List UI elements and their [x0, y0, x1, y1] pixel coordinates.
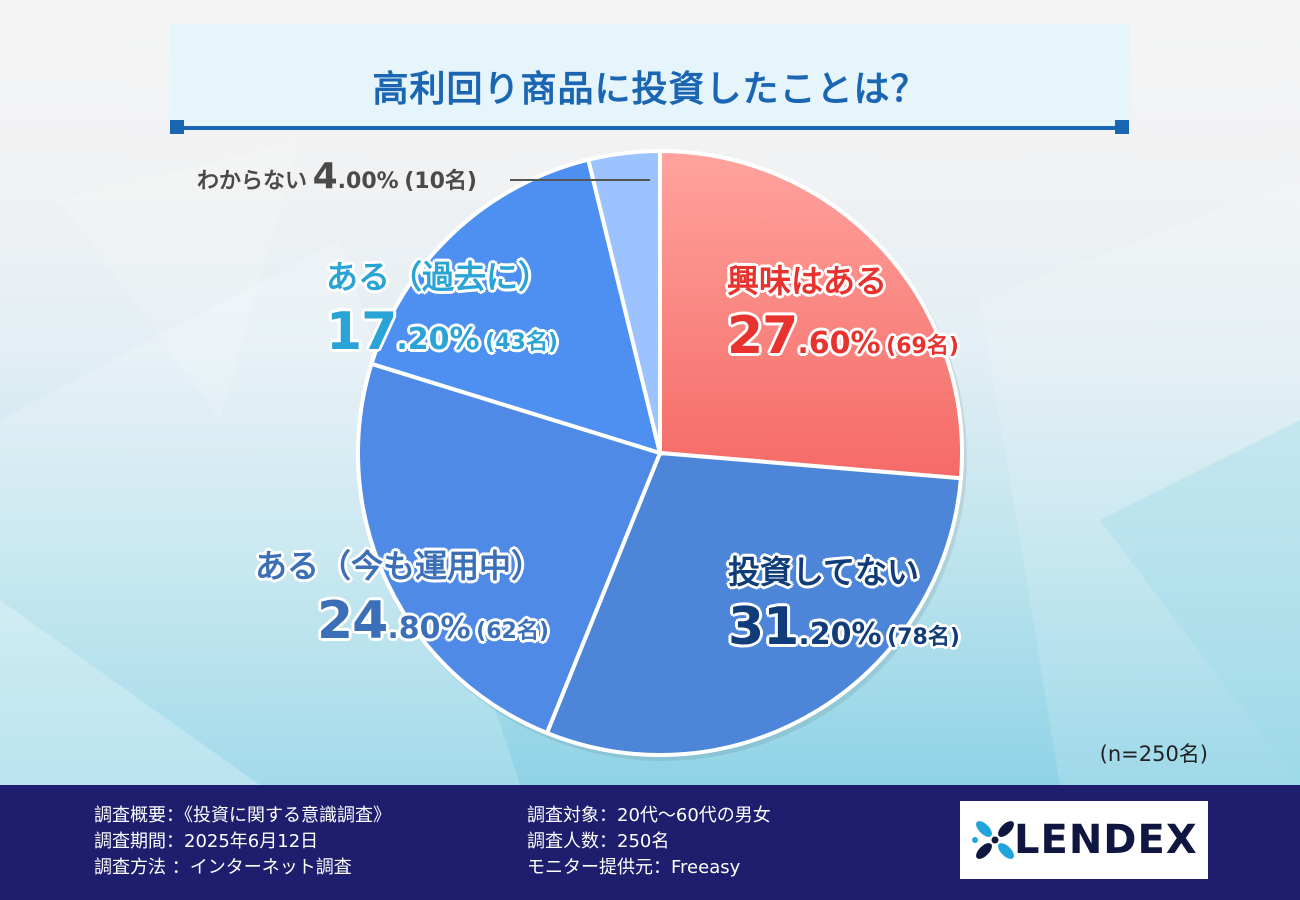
none-name: 投資してない [728, 553, 920, 591]
unknown-pct-int: 4 [312, 156, 338, 197]
none-count: (78名) [887, 625, 960, 650]
label-none: 投資してない 31.20% (78名) [728, 547, 960, 657]
slice-unknown [585, 148, 662, 454]
page-title: 高利回り商品に投資したことは？ [372, 69, 928, 110]
interest-count: (69名) [886, 334, 959, 359]
past-count: (43名) [485, 330, 558, 355]
survey-provider: モニター提供元：Freeasy [527, 857, 741, 878]
label-unknown: わからない 4.00% (10名) [197, 156, 477, 197]
footer-col-1: 調査概要：《投資に関する意識調査》 調査期間：2025年6月12日 調査方法 ：… [94, 803, 391, 881]
current-count: (62名) [476, 619, 549, 644]
current-pct-int: 24 [317, 591, 388, 651]
title-line-left-dot [170, 120, 184, 134]
survey-summary: 調査概要：《投資に関する意識調査》 [94, 805, 391, 826]
unknown-name: わからない [197, 169, 308, 194]
logo-text: LENDEX [1014, 817, 1198, 863]
pie-chart [356, 148, 967, 761]
title-box [170, 24, 1130, 126]
slice-past [368, 157, 663, 456]
past-name: ある（過去に） [326, 258, 551, 296]
label-past: ある（過去に） 17.20% (43名) [326, 252, 558, 362]
interest-pct-int: 27 [727, 306, 798, 366]
sample-size-note: (n=250名) [1099, 742, 1208, 766]
unknown-count: (10名) [404, 169, 477, 194]
unknown-pct-dec: .00% [337, 169, 399, 194]
past-pct-int: 17 [326, 302, 397, 362]
background-shapes [1100, 420, 1300, 785]
past-pct-dec: .20% [396, 322, 480, 357]
interest-pct-dec: .60% [797, 326, 881, 361]
survey-method: 調査方法 ：インターネット調査 [94, 857, 352, 878]
survey-count: 調査人数：250名 [527, 831, 670, 852]
title-line-right-dot [1115, 120, 1129, 134]
none-pct-int: 31 [728, 597, 799, 657]
slice-interest [658, 148, 964, 481]
current-name: ある（今も運用中） [255, 547, 544, 585]
none-pct-dec: .20% [798, 617, 882, 652]
lendex-logo: LENDEX [960, 801, 1208, 879]
label-interest: 興味はある 27.60% (69名) [727, 256, 959, 366]
footer: 調査概要：《投資に関する意識調査》 調査期間：2025年6月12日 調査方法 ：… [0, 785, 1300, 900]
interest-name: 興味はある [727, 262, 888, 300]
current-pct-dec: .80% [387, 611, 471, 646]
footer-col-2: 調査対象：20代〜60代の男女 調査人数：250名 モニター提供元：Freeas… [527, 803, 771, 881]
survey-target: 調査対象：20代〜60代の男女 [527, 805, 771, 826]
lendex-mark-icon [972, 821, 1014, 859]
slice-current [356, 361, 663, 736]
survey-period: 調査期間：2025年6月12日 [94, 831, 319, 852]
title-underline [176, 126, 1122, 130]
label-current: ある（今も運用中） 24.80% (62名) [255, 541, 549, 651]
slice-none [544, 450, 964, 757]
